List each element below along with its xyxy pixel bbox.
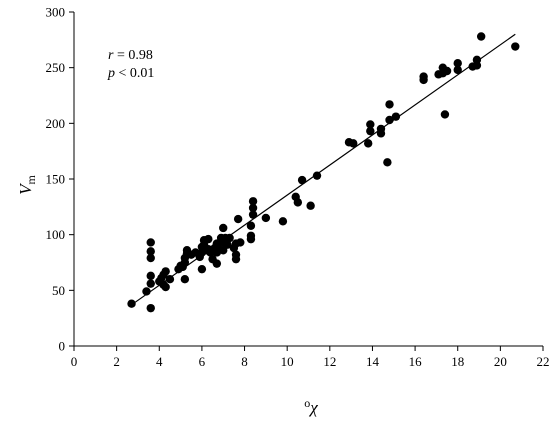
- x-tick-label: 14: [366, 354, 380, 369]
- data-point: [472, 55, 482, 65]
- annotation-r: r = 0.98: [108, 48, 153, 63]
- data-point: [197, 264, 207, 274]
- y-tick-label: 250: [46, 60, 66, 75]
- data-point: [476, 32, 486, 41]
- data-point: [363, 139, 373, 148]
- data-point: [146, 303, 155, 313]
- data-point: [278, 217, 288, 226]
- y-tick-label: 0: [59, 339, 66, 354]
- data-point: [248, 197, 258, 206]
- data-point: [246, 231, 256, 240]
- data-point: [236, 238, 245, 247]
- data-point: [385, 100, 394, 109]
- data-point: [161, 282, 170, 292]
- data-point: [219, 223, 228, 233]
- data-point: [142, 287, 151, 296]
- x-tick-label: 8: [241, 354, 248, 369]
- data-point: [391, 112, 401, 121]
- data-point: [511, 42, 520, 51]
- y-tick-label: 300: [46, 5, 66, 20]
- data-point: [146, 271, 155, 281]
- y-tick-label: 50: [52, 283, 65, 298]
- data-point: [231, 250, 241, 259]
- data-point: [248, 210, 258, 219]
- data-point: [442, 66, 452, 76]
- data-point: [233, 214, 243, 224]
- data-point: [453, 59, 462, 68]
- data-point: [366, 120, 375, 129]
- x-tick-label: 12: [323, 354, 336, 369]
- y-tick-label: 150: [46, 172, 66, 187]
- x-tick-label: 20: [494, 354, 507, 369]
- data-point: [248, 203, 258, 213]
- data-point: [312, 171, 322, 180]
- data-point: [383, 158, 392, 167]
- data-point: [127, 299, 136, 308]
- data-point: [419, 72, 428, 81]
- data-point: [146, 238, 155, 247]
- data-point: [165, 275, 175, 284]
- y-ticks: 0 50 100 150 200 250 300: [46, 5, 74, 354]
- x-tick-label: 2: [113, 354, 120, 369]
- x-tick-label: 22: [537, 354, 550, 369]
- data-point: [293, 198, 303, 207]
- data-point: [261, 213, 271, 223]
- data-point: [306, 201, 315, 210]
- data-point: [146, 279, 155, 288]
- y-tick-label: 100: [46, 227, 66, 242]
- data-point: [225, 233, 234, 243]
- x-tick-label: 10: [281, 354, 294, 369]
- data-point: [349, 139, 358, 148]
- data-point: [366, 126, 375, 136]
- data-point: [161, 267, 170, 276]
- x-tick-label: 4: [156, 354, 163, 369]
- x-ticks: 0 2 4 6 8 10 12 14 16 18 20 22: [71, 346, 550, 369]
- data-point: [204, 234, 213, 244]
- x-tick-label: 0: [71, 354, 78, 369]
- x-tick-label: 18: [451, 354, 464, 369]
- data-point: [180, 275, 190, 284]
- data-point: [212, 259, 222, 268]
- x-axis-title: oχ: [304, 396, 318, 417]
- annotation-p: p < 0.01: [107, 66, 154, 81]
- data-point: [146, 253, 155, 263]
- x-tick-label: 16: [409, 354, 423, 369]
- data-point: [223, 240, 232, 249]
- data-point: [297, 175, 307, 185]
- data-point: [146, 247, 155, 256]
- data-point: [246, 221, 256, 230]
- y-tick-label: 200: [46, 116, 66, 131]
- trend-line: [131, 33, 516, 306]
- y-axis-title: Vm: [16, 174, 38, 194]
- data-points: [127, 32, 520, 313]
- data-point: [453, 65, 462, 75]
- x-tick-label: 6: [199, 354, 206, 369]
- data-point: [440, 110, 450, 119]
